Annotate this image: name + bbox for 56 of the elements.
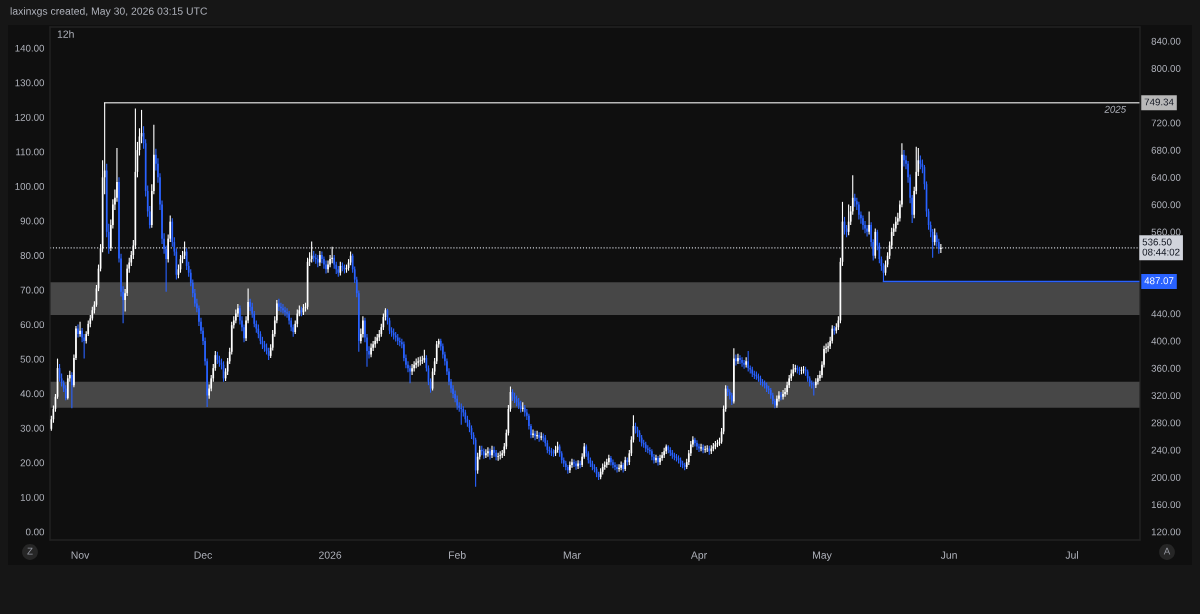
candlestick [523, 404, 526, 418]
y-tick-label: 0.00 [25, 528, 45, 536]
candlestick [409, 364, 411, 384]
data-label: 487.07 [1144, 277, 1174, 285]
candlestick [730, 392, 733, 406]
y-tick-label: 140.00 [15, 44, 45, 52]
y-tick-label: 70.00 [20, 286, 45, 294]
y2-tick-label: 120.00 [1151, 528, 1181, 536]
y2-tick-label: 240.00 [1151, 446, 1181, 454]
x-tick-label: May [813, 551, 832, 561]
x-tick-label: Jul [1065, 551, 1078, 559]
candlestick [940, 243, 942, 254]
y-tick-label: 50.00 [20, 355, 45, 363]
x-tick-label: Apr [690, 551, 707, 561]
y-tick-label: 30.00 [20, 424, 45, 432]
y-tick-label: 20.00 [20, 459, 45, 467]
y-tick-label: 90.00 [20, 217, 45, 225]
x-tick-label: Feb [449, 551, 466, 559]
x-tick-label: 2026 [319, 551, 342, 559]
y2-tick-label: 600.00 [1151, 201, 1181, 209]
text: Z [27, 547, 33, 555]
y2-tick-label: 840.00 [1151, 37, 1181, 45]
x-tick-label: Jun [940, 551, 957, 559]
text: laxinxgs created, May 30, 2026 03:15 UTC [10, 7, 208, 17]
y2-tick-label: 320.00 [1151, 392, 1181, 400]
y2-tick-label: 200.00 [1151, 473, 1181, 481]
text: A [1163, 547, 1171, 555]
y-tick-label: 80.00 [20, 252, 45, 259]
y2-tick-label: 440.00 [1151, 310, 1181, 318]
y-tick-label: 110.00 [16, 148, 45, 156]
x-tick-label: Mar [563, 551, 581, 559]
y2-tick-label: 160.00 [1151, 501, 1181, 509]
y-tick-label: 120.00 [15, 113, 45, 121]
y2-tick-label: 280.00 [1151, 419, 1181, 427]
y2-tick-label: 800.00 [1151, 65, 1181, 72]
candlestick [862, 214, 864, 231]
candlestick [903, 149, 905, 167]
data-label: 749.34 [1144, 98, 1174, 106]
y-tick-label: 130.00 [15, 79, 45, 87]
x-tick-label: Nov [71, 551, 90, 559]
y-tick-label: 10.00 [20, 493, 45, 501]
y2-tick-label: 640.00 [1151, 174, 1181, 181]
y-tick-label: 60.00 [20, 321, 45, 329]
candlestick [374, 336, 377, 349]
candlestick [696, 439, 698, 451]
y-tick-label: 40.00 [20, 390, 45, 398]
x-tick-label: Dec [194, 551, 213, 559]
legend-label: 2025 [1104, 105, 1127, 113]
y2-tick-label: 360.00 [1151, 364, 1181, 372]
y2-tick-label: 720.00 [1151, 119, 1181, 127]
y2-tick-label: 400.00 [1151, 337, 1181, 345]
y2-tick-label: 560.00 [1151, 228, 1181, 236]
y-tick-label: 100.00 [15, 182, 45, 190]
chart-title: 12h [57, 30, 74, 38]
y2-tick-label: 680.00 [1151, 146, 1181, 154]
ref-line-label: 536.50 08:44:02 [1142, 238, 1180, 256]
